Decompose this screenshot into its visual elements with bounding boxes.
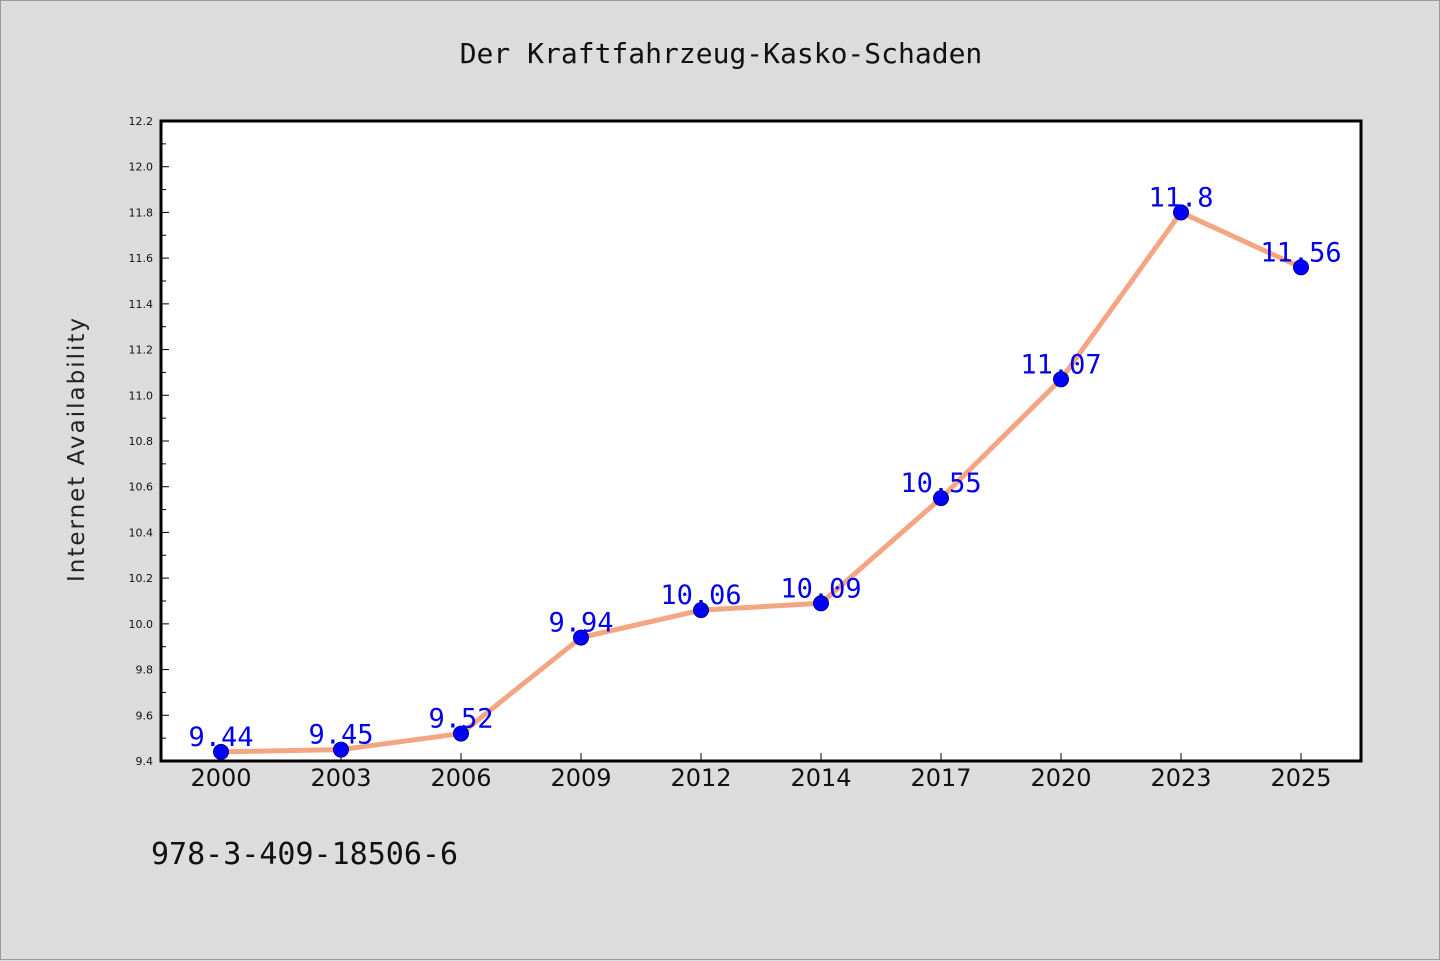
x-tick-label: 2020: [1030, 764, 1091, 792]
y-tick-label: 9.8: [136, 664, 154, 677]
x-tick-label: 2009: [550, 764, 611, 792]
plot-area: [159, 119, 1363, 763]
data-label: 10.06: [660, 580, 741, 611]
x-tick-label: 2014: [790, 764, 851, 792]
y-tick-label: 11.8: [129, 206, 154, 219]
data-label: 10.55: [900, 468, 981, 499]
data-point: [453, 725, 469, 742]
data-point: [933, 490, 949, 507]
y-tick-label: 10.4: [129, 526, 154, 539]
y-tick-label: 10.6: [129, 481, 154, 494]
data-point: [813, 595, 829, 612]
data-label: 11.56: [1260, 237, 1341, 268]
y-tick-label: 10.8: [129, 435, 154, 448]
data-point: [573, 629, 589, 646]
x-tick-label: 2025: [1270, 764, 1331, 792]
y-tick-label: 11.0: [129, 389, 154, 402]
data-point: [1053, 371, 1069, 388]
isbn-text: 978-3-409-18506-6: [151, 837, 459, 872]
data-label: 11.07: [1020, 349, 1101, 380]
y-tick-label: 10.0: [129, 618, 154, 631]
x-tick-label: 2000: [190, 764, 251, 792]
x-tick-label: 2023: [1150, 764, 1211, 792]
y-tick-label: 9.4: [136, 755, 154, 768]
y-tick-label: 11.6: [129, 252, 154, 265]
data-point: [213, 743, 229, 760]
data-label: 9.94: [548, 608, 613, 639]
chart-title: Der Kraftfahrzeug-Kasko-Schaden: [459, 37, 983, 70]
y-tick-label: 9.6: [136, 709, 154, 722]
x-tick-label: 2003: [310, 764, 371, 792]
data-point: [693, 602, 709, 619]
data-label: 10.09: [780, 573, 861, 604]
y-tick-label: 11.2: [129, 344, 154, 357]
x-tick-label: 2017: [910, 764, 971, 792]
data-label: 9.45: [308, 720, 373, 751]
y-tick-label: 12.2: [129, 115, 154, 128]
y-tick-label: 11.4: [129, 298, 154, 311]
x-tick-label: 2012: [670, 764, 731, 792]
data-point: [1173, 204, 1189, 221]
data-point: [333, 741, 349, 758]
x-tick-label: 2006: [430, 764, 491, 792]
y-tick-label: 12.0: [129, 161, 154, 174]
data-point: [1293, 259, 1309, 276]
data-label: 11.8: [1148, 182, 1213, 213]
data-label: 9.52: [428, 704, 493, 735]
series-line: [218, 209, 1304, 755]
y-tick-label: 10.2: [129, 572, 154, 585]
data-label: 9.44: [188, 722, 253, 753]
